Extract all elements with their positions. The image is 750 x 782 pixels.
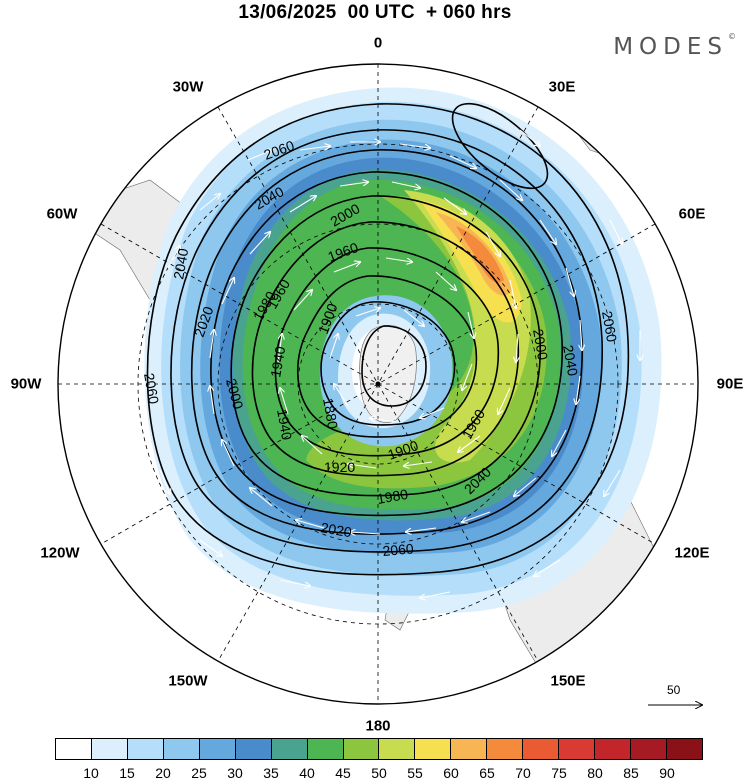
contour-2040 — [170, 129, 603, 553]
colorbar-cell — [631, 739, 667, 759]
contour-label: 2040 — [560, 344, 581, 378]
longitude-label-90w: 90W — [10, 375, 42, 393]
map-content — [58, 64, 698, 704]
colorbar-cell — [451, 739, 488, 759]
wind-vectors — [159, 129, 640, 598]
contour-label: 2060 — [141, 372, 162, 406]
brand-name: MODES — [613, 34, 728, 60]
longitude-label-90e: 90E — [716, 375, 744, 393]
colorbar-cell — [91, 739, 128, 759]
colorbar-cell — [271, 739, 308, 759]
colorbar-cell — [163, 739, 200, 759]
contour-label: 2020 — [319, 519, 353, 540]
contour-label: 2040 — [170, 247, 191, 281]
longitude-label-60e: 60E — [678, 205, 706, 223]
colorbar-tick-label: 15 — [119, 765, 135, 781]
colorbar-tick-label: 50 — [371, 765, 387, 781]
reference-vector-label: 50 — [667, 683, 681, 697]
colorbar-cell — [127, 739, 164, 759]
wind-speed-colorbar — [55, 738, 703, 760]
contour-label: 2000 — [530, 328, 551, 362]
colorbar-cell — [199, 739, 236, 759]
colorbar-tick-label: 20 — [155, 765, 171, 781]
colorbar-tick-label: 45 — [335, 765, 351, 781]
colorbar-tick-label: 75 — [551, 765, 567, 781]
longitude-label-150e: 150E — [550, 672, 586, 690]
colorbar-tick-label: 10 — [83, 765, 99, 781]
contour-1900 — [320, 301, 456, 426]
colorbar-tick-label: 25 — [191, 765, 207, 781]
contour-label: 2000 — [223, 377, 247, 411]
contour-label: 1880 — [320, 397, 341, 431]
height-contours — [146, 102, 630, 576]
map-boundary — [57, 63, 699, 705]
contour-1880 — [361, 325, 427, 407]
contour-label: 1980 — [376, 486, 410, 507]
brand-logo: MODES© — [613, 32, 736, 60]
colorbar-cell — [559, 739, 596, 759]
contour-1960 — [251, 221, 520, 477]
colorbar-cell — [343, 739, 380, 759]
colorbar-tick-label: 65 — [479, 765, 495, 781]
contour-1920 — [296, 275, 478, 438]
longitude-label-30w: 30W — [172, 78, 204, 96]
colorbar-tick-label: 80 — [587, 765, 603, 781]
colorbar-tick-label: 90 — [659, 765, 675, 781]
map-title: 13/06/2025 00 UTC + 060 hrs — [238, 2, 512, 23]
contour-label: 1920 — [324, 459, 355, 475]
longitude-label-120w: 120W — [40, 544, 80, 562]
contour-1940 — [274, 247, 500, 457]
contour-label: 2060 — [599, 310, 620, 344]
south-pole-marker — [375, 381, 381, 387]
longitude-label-150w: 150W — [168, 672, 208, 690]
colorbar-tick-label: 55 — [407, 765, 423, 781]
longitude-label-180: 180 — [365, 717, 391, 735]
colorbar-tick-label: 70 — [515, 765, 531, 781]
colorbar-cell — [595, 739, 631, 759]
longitude-label-0: 0 — [373, 34, 383, 52]
longitude-label-30e: 30E — [548, 78, 576, 96]
copyright-mark: © — [728, 32, 736, 41]
colorbar-cell — [666, 739, 702, 759]
colorbar-tick-label: 35 — [263, 765, 279, 781]
contour-label: 1940 — [274, 408, 295, 442]
contour-1980 — [230, 195, 542, 497]
contour-2000 — [210, 171, 563, 517]
colorbar-cell — [487, 739, 524, 759]
colorbar-tick-label: 60 — [443, 765, 459, 781]
contour-label: 1940 — [267, 345, 288, 379]
contour-high-africa — [451, 102, 549, 190]
colorbar-cell — [56, 739, 92, 759]
colorbar-tick-label: 30 — [227, 765, 243, 781]
colorbar-cell — [235, 739, 272, 759]
contour-2020 — [190, 149, 583, 535]
colorbar-cell — [523, 739, 560, 759]
colorbar-cell — [307, 739, 344, 759]
colorbar-cell — [379, 739, 416, 759]
colorbar-tick-label: 85 — [623, 765, 639, 781]
contour-2060 — [146, 103, 630, 576]
longitude-label-60w: 60W — [46, 205, 78, 223]
colorbar-tick-label: 40 — [299, 765, 315, 781]
longitude-label-120e: 120E — [674, 544, 710, 562]
contour-label: 2060 — [382, 540, 415, 559]
colorbar-cell — [415, 739, 452, 759]
